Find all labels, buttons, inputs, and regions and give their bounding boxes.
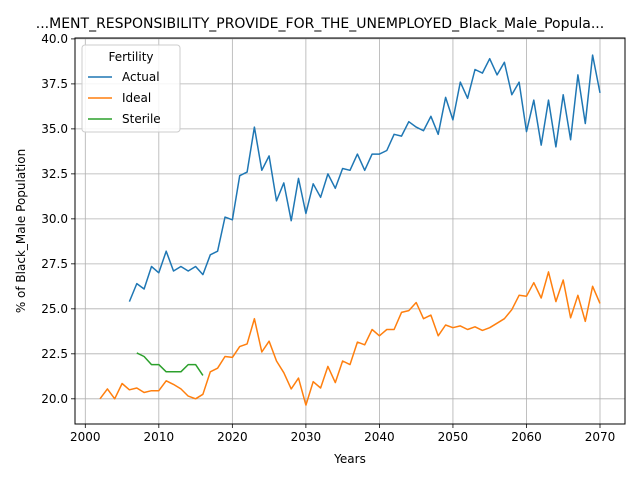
y-tick-label: 30.0: [41, 212, 68, 226]
y-tick-label: 22.5: [41, 347, 68, 361]
series-line-ideal: [99, 271, 601, 406]
y-tick-label: 37.5: [41, 77, 68, 91]
y-tick-label: 32.5: [41, 167, 68, 181]
x-tick-label: 2000: [70, 430, 101, 444]
y-axis-ticks: 20.0 22.5 25.0 27.5 30.0 32.5 35.0 37.5 40.0: [41, 32, 75, 406]
series-line-sterile: [136, 352, 204, 376]
legend: Fertility Actual Ideal Sterile: [81, 44, 181, 133]
x-tick-label: 2030: [291, 430, 322, 444]
y-tick-label: 27.5: [41, 257, 68, 271]
y-axis-label: % of Black_Male Population: [14, 149, 28, 313]
legend-label-ideal: Ideal: [122, 91, 151, 105]
y-tick-label: 35.0: [41, 122, 68, 136]
x-axis-ticks: 2000 2010 2020 2030 2040 2050 2060 2070: [70, 424, 615, 444]
legend-label-actual: Actual: [122, 70, 160, 84]
y-tick-label: 40.0: [41, 32, 68, 46]
grid-lines: [75, 38, 625, 424]
plot-frame: [74, 37, 626, 425]
x-tick-label: 2060: [511, 430, 542, 444]
legend-label-sterile: Sterile: [122, 112, 161, 126]
x-tick-label: 2010: [144, 430, 175, 444]
x-tick-label: 2040: [364, 430, 395, 444]
x-tick-label: 2070: [585, 430, 616, 444]
x-tick-label: 2020: [217, 430, 248, 444]
y-tick-label: 20.0: [41, 392, 68, 406]
chart-title: ...MENT_RESPONSIBILITY_PROVIDE_FOR_THE_U…: [36, 16, 604, 32]
legend-box: [81, 44, 181, 133]
legend-title: Fertility: [108, 50, 153, 64]
series-line-actual: [128, 54, 601, 302]
series-lines: [99, 54, 601, 406]
x-axis-label: Years: [333, 452, 366, 466]
y-tick-label: 25.0: [41, 302, 68, 316]
x-tick-label: 2050: [438, 430, 469, 444]
